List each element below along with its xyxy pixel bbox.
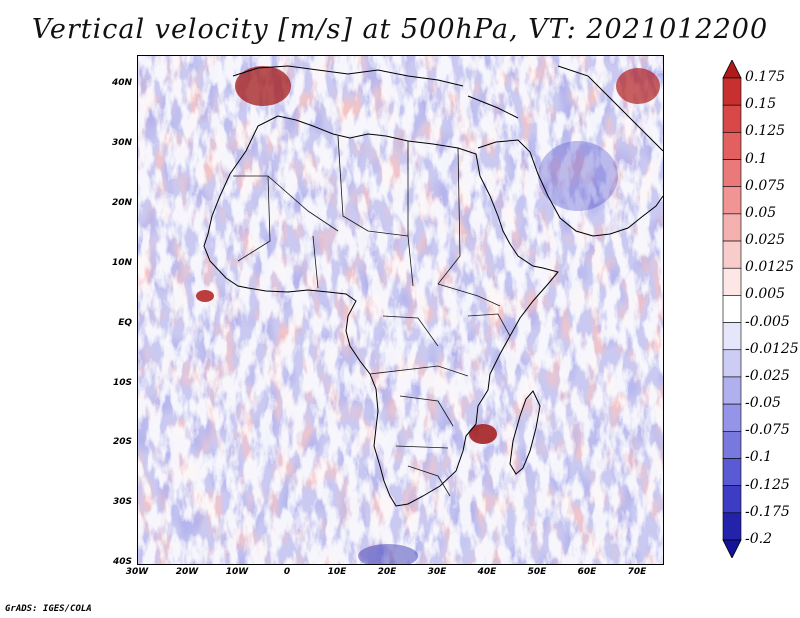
colorbar-swatch bbox=[722, 240, 742, 269]
map-plot bbox=[137, 55, 664, 565]
strong-ascent-atlantic bbox=[196, 290, 214, 302]
colorbar-label: -0.025 bbox=[745, 367, 790, 384]
strong-ascent-mediterranean bbox=[235, 66, 291, 106]
colorbar-label: -0.125 bbox=[745, 476, 790, 493]
credit-text: GrADS: IGES/COLA bbox=[5, 604, 92, 614]
lon-label: 10E bbox=[327, 567, 347, 577]
lon-label: 0 bbox=[283, 567, 291, 577]
colorbar-label: -0.05 bbox=[745, 395, 781, 412]
colorbar bbox=[722, 60, 742, 558]
colorbar-label: 0.125 bbox=[745, 123, 786, 140]
lon-label: 30E bbox=[427, 567, 447, 577]
colorbar-label: -0.075 bbox=[745, 422, 790, 439]
velocity-field bbox=[138, 56, 663, 564]
colorbar-swatch bbox=[722, 403, 742, 432]
lat-label: 40S bbox=[112, 557, 132, 567]
lat-label: 20S bbox=[112, 437, 132, 447]
colorbar-swatch bbox=[722, 159, 742, 188]
colorbar-swatch bbox=[722, 485, 742, 514]
colorbar-swatch bbox=[722, 512, 742, 541]
lon-label: 30W bbox=[125, 567, 149, 577]
colorbar-label: -0.005 bbox=[745, 313, 790, 330]
lon-label: 70E bbox=[627, 567, 647, 577]
lat-label: 40N bbox=[111, 78, 132, 88]
lon-label: 20W bbox=[175, 567, 199, 577]
colorbar-label: -0.0125 bbox=[745, 340, 799, 357]
colorbar-swatch bbox=[722, 104, 742, 133]
lon-label: 40E bbox=[477, 567, 497, 577]
colorbar-swatch bbox=[722, 213, 742, 242]
coastlines bbox=[203, 65, 663, 507]
lat-label: 30S bbox=[112, 497, 132, 507]
colorbar-swatch bbox=[722, 132, 742, 160]
colorbar-label: 0.175 bbox=[745, 69, 786, 85]
colorbar-label: 0.075 bbox=[745, 177, 786, 194]
colorbar-swatch bbox=[722, 376, 742, 405]
colorbar-label: 0.1 bbox=[745, 150, 768, 167]
colorbar-label: -0.175 bbox=[745, 503, 790, 520]
colorbar-label: 0.005 bbox=[745, 286, 786, 303]
lat-label: 20N bbox=[111, 198, 132, 208]
colorbar-swatch bbox=[722, 322, 742, 351]
colorbar-swatch bbox=[722, 295, 742, 323]
colorbar-swatch bbox=[722, 77, 742, 106]
colorbar-label: 0.15 bbox=[745, 96, 777, 113]
colorbar-swatch bbox=[722, 458, 742, 486]
country-borders bbox=[233, 135, 511, 497]
lat-label: 30N bbox=[111, 138, 132, 148]
colorbar-swatch bbox=[722, 267, 742, 296]
strong-ascent-asia bbox=[616, 68, 660, 104]
chart-title: Vertical velocity [m/s] at 500hPa, VT: 2… bbox=[31, 14, 769, 45]
strong-descent-south bbox=[358, 544, 418, 564]
colorbar-top-arrow bbox=[722, 60, 742, 79]
strong-ascent-mozambique bbox=[469, 424, 497, 444]
lon-label: 60E bbox=[577, 567, 597, 577]
lat-label: 10S bbox=[112, 378, 132, 388]
colorbar-label: 0.0125 bbox=[745, 259, 794, 276]
lat-label: 10N bbox=[111, 258, 132, 268]
lon-label: 10W bbox=[225, 567, 249, 577]
colorbar-label: -0.2 bbox=[745, 531, 772, 547]
colorbar-label: 0.025 bbox=[745, 232, 786, 249]
descent-arabia bbox=[538, 141, 618, 211]
colorbar-swatch bbox=[722, 430, 742, 459]
colorbar-label: 0.05 bbox=[745, 204, 777, 221]
lat-label: EQ bbox=[118, 318, 132, 328]
colorbar-label: -0.1 bbox=[745, 449, 772, 466]
lon-label: 20E bbox=[377, 567, 397, 577]
colorbar-swatch bbox=[722, 186, 742, 215]
colorbar-swatch bbox=[722, 349, 742, 378]
colorbar-bottom-arrow bbox=[722, 539, 742, 558]
lon-label: 50E bbox=[527, 567, 547, 577]
